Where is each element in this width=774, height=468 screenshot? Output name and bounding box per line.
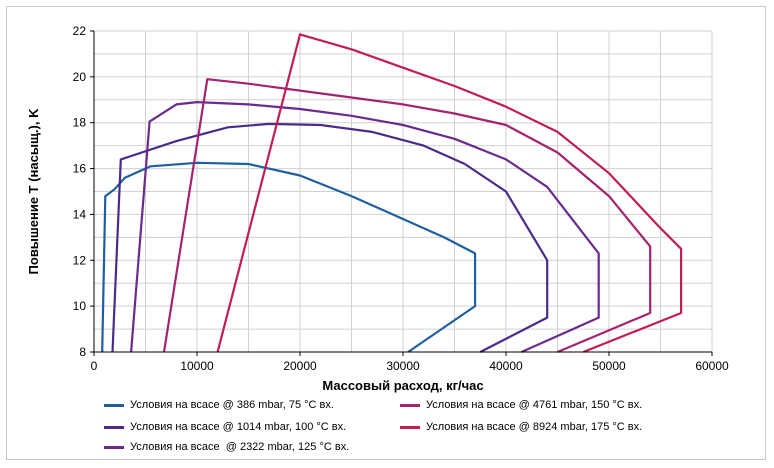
series-line-1 [101, 161, 477, 353]
x-tick-label: 60000 [695, 359, 729, 373]
x-tick-label: 10000 [180, 359, 214, 373]
series-line-4 [162, 78, 652, 354]
y-axis-title: Повышение T (насыщ.), K [26, 108, 41, 275]
series-line-5 [216, 33, 683, 354]
y-tick-label: 22 [73, 24, 87, 38]
grid [93, 30, 713, 353]
y-tick-label: 20 [73, 70, 87, 84]
x-tick-labels: 0 10000 20000 30000 40000 50000 60000 [91, 359, 729, 373]
x-tick-label: 40000 [489, 359, 523, 373]
y-tick-label: 14 [73, 207, 87, 221]
y-tick-labels: 8 10 12 14 16 18 20 22 [73, 24, 87, 359]
series-group [101, 33, 683, 354]
series-line-2 [111, 122, 549, 353]
y-tick-label: 10 [73, 299, 87, 313]
x-tick-label: 30000 [386, 359, 420, 373]
x-tick-label: 50000 [592, 359, 626, 373]
series-line-3 [130, 100, 600, 354]
x-axis-title: Массовый расход, кг/час [322, 378, 483, 393]
x-tick-label: 20000 [283, 359, 317, 373]
y-tick-label: 8 [79, 345, 86, 359]
y-tick-label: 12 [73, 253, 87, 267]
y-tick-label: 18 [73, 116, 87, 130]
x-tick-label: 0 [91, 359, 98, 373]
y-tick-label: 16 [73, 162, 87, 176]
axes [90, 30, 713, 356]
